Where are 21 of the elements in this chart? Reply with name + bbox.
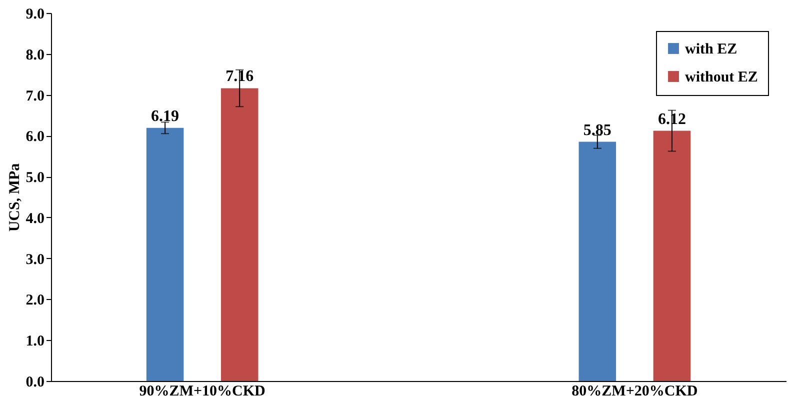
y-tick-label: 1.0	[26, 334, 44, 350]
x-tick-label: 80%ZM+20%CKD	[572, 384, 698, 400]
y-tick-label: 6.0	[26, 129, 44, 146]
y-tick-label: 0.0	[26, 374, 44, 390]
bar	[220, 88, 258, 381]
legend-label: without EZ	[685, 70, 758, 86]
bar	[146, 128, 184, 381]
bar	[653, 130, 691, 381]
y-tick-label: 3.0	[26, 252, 44, 268]
y-tick-label: 9.0	[26, 6, 44, 22]
y-tick-label: 8.0	[26, 47, 44, 64]
y-tick-label: 5.0	[26, 170, 44, 186]
data-label: 5.85	[583, 122, 612, 139]
data-label: 6.19	[151, 108, 180, 125]
bar	[578, 142, 616, 381]
y-tick-label: 7.0	[26, 88, 44, 104]
y-axis-title: UCS, MPa	[6, 162, 23, 232]
x-tick-label: 90%ZM+10%CKD	[139, 384, 266, 400]
y-tick-label: 4.0	[26, 210, 44, 227]
y-tick-label: 2.0	[26, 292, 44, 309]
legend-label: with EZ	[685, 42, 738, 58]
